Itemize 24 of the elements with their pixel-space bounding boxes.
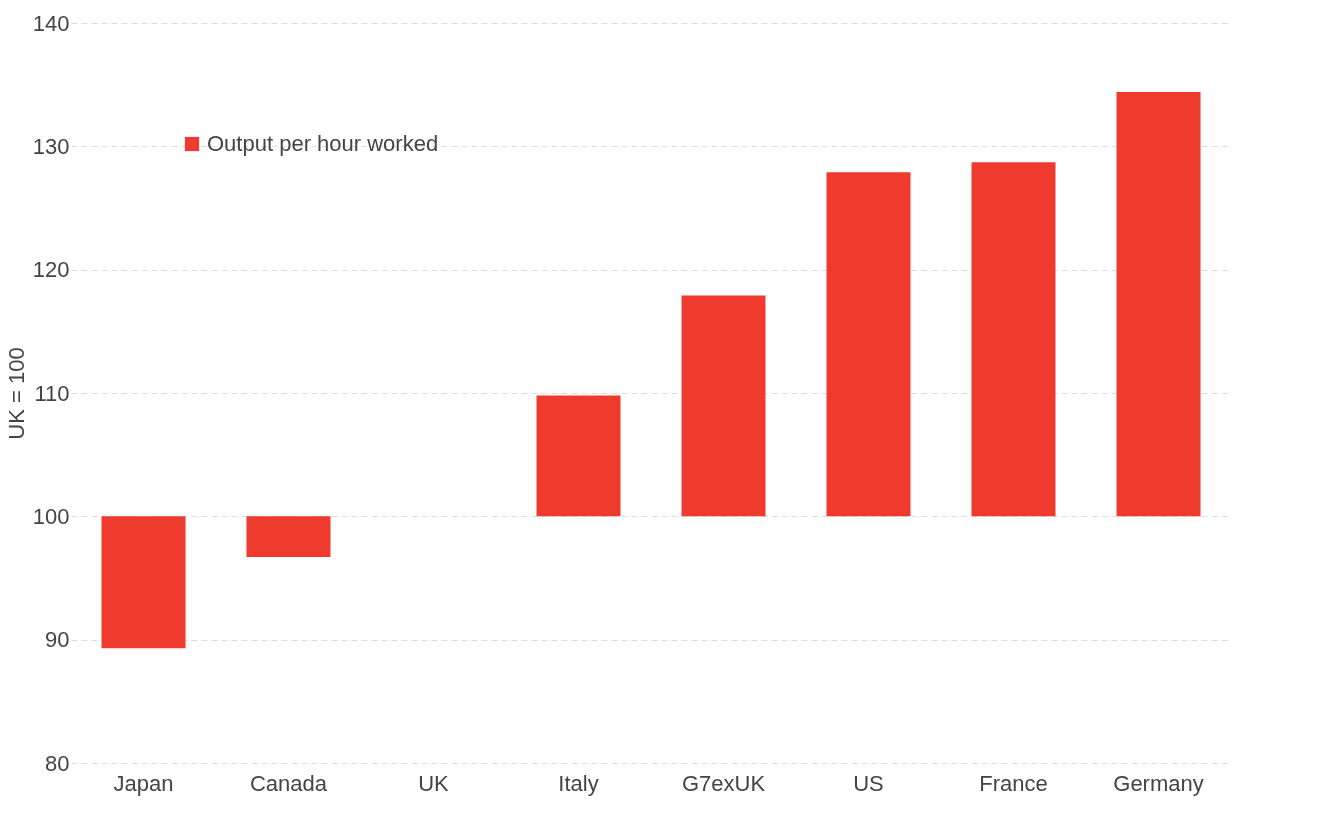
x-tick-label: Canada [249,770,328,796]
bar [246,516,331,558]
y-tick-label: 110 [34,380,70,406]
x-tick-label: US [853,770,884,796]
x-tick-label: France [979,770,1048,796]
x-tick-label: UK [418,770,450,796]
bar [536,395,621,517]
y-axis-title: UK = 100 [3,347,29,440]
bar [101,516,186,649]
bar [681,295,766,517]
y-tick-label: 120 [32,257,70,283]
legend-label: Output per hour worked [207,131,439,156]
bar [971,162,1056,517]
y-tick-label: 90 [45,627,70,653]
x-tick-label: Japan [113,770,174,796]
bar [1116,92,1201,517]
x-tick-label: Italy [558,770,599,796]
y-tick-label: 140 [32,10,70,36]
y-tick-label: 100 [32,503,70,529]
bar [826,172,911,517]
x-tick-label: Germany [1113,770,1204,796]
y-tick-label: 130 [32,133,70,159]
x-tick-label: G7exUK [681,770,766,796]
y-tick-label: 80 [45,750,70,776]
